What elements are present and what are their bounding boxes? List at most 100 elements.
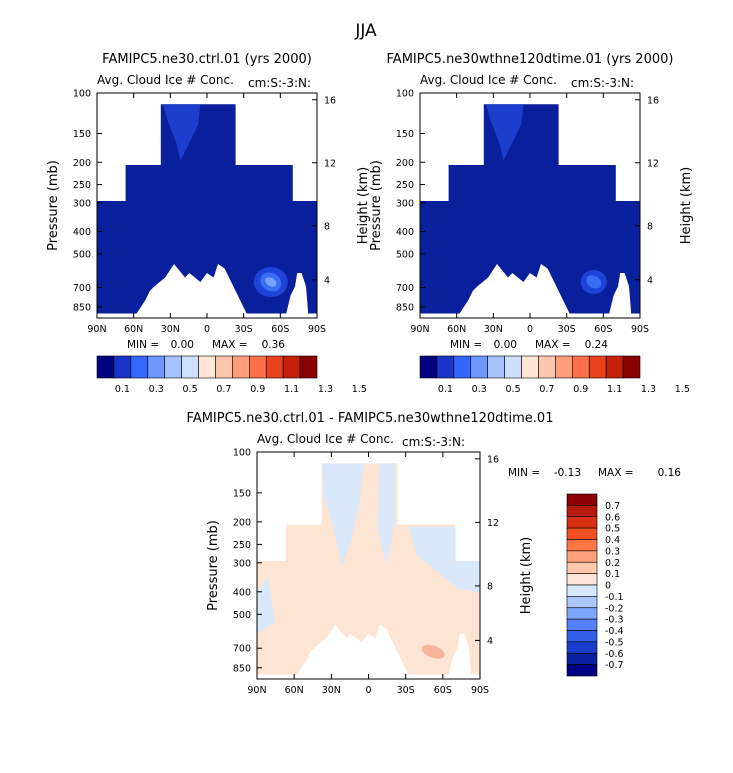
colorbar-box [147, 355, 165, 379]
colorbar-box [566, 493, 598, 506]
colorbar-label: 0.6 [605, 512, 620, 523]
y-axis-label: Pressure (mb) [206, 520, 221, 611]
y2-tick-label: 8 [647, 221, 653, 232]
colorbar-label: 0.1 [438, 384, 453, 395]
stats-max-label: MAX = [212, 339, 248, 351]
y2-tick-label: 16 [487, 454, 499, 465]
x-tick-label: 60N [124, 324, 143, 335]
y-tick-label: 100 [233, 448, 251, 459]
colorbar-label: 0.5 [183, 384, 198, 395]
x-tick-label: 0 [527, 324, 533, 335]
stats-max-label: MAX = [535, 339, 571, 351]
colorbar-box [566, 652, 598, 665]
y2-tick-label: 12 [324, 158, 336, 169]
colorbar-label: 0.1 [605, 569, 620, 580]
x-tick-label: 30N [161, 324, 180, 335]
colorbar-box [521, 355, 539, 379]
colorbar-box [566, 641, 598, 654]
colorbar-label: 0.5 [506, 384, 521, 395]
y2-tick-label: 8 [487, 581, 493, 592]
y-tick-label: 100 [73, 89, 91, 100]
colorbar-box [572, 355, 590, 379]
y-tick-label: 700 [233, 644, 251, 655]
colorbar-label: -0.3 [605, 615, 624, 626]
colorbar-box [566, 618, 598, 631]
x-tick-label: 90N [410, 324, 429, 335]
x-tick-label: 30N [322, 685, 341, 696]
colorbar-box [566, 630, 598, 643]
x-tick-label: 30N [484, 324, 503, 335]
panel-title: FAMIPC5.ne30.ctrl.01 (yrs 2000) [102, 52, 312, 67]
colorbar-label: 1.5 [352, 384, 367, 395]
colorbar-label: 0.3 [472, 384, 487, 395]
colorbar-box [453, 355, 472, 379]
colorbar-box [504, 355, 522, 379]
y-tick-label: 400 [73, 227, 91, 238]
colorbar-label: 1.1 [284, 384, 299, 395]
x-tick-label: 60S [434, 685, 452, 696]
y2-tick-label: 16 [324, 95, 336, 106]
field-upper-plume [163, 104, 201, 161]
field-upper-plume [486, 104, 524, 161]
colorbar-box [566, 527, 598, 540]
field-region [420, 104, 640, 314]
colorbar-box [249, 355, 267, 379]
y-tick-label: 200 [233, 517, 251, 528]
colorbar-box [470, 355, 488, 379]
x-tick-label: 90S [631, 324, 649, 335]
field-region [97, 104, 317, 314]
colorbar-box [130, 355, 149, 379]
panel-subtitle: Avg. Cloud Ice # Conc. [97, 73, 234, 87]
colorbar-label: -0.4 [605, 626, 624, 637]
x-tick-label: 0 [204, 324, 210, 335]
stats-max-label: MAX = [598, 467, 634, 479]
x-tick-label: 90N [87, 324, 106, 335]
y-tick-label: 250 [73, 180, 91, 191]
x-tick-label: 90S [308, 324, 326, 335]
y-tick-label: 300 [233, 558, 251, 569]
colorbar-box [566, 573, 598, 586]
colorbar-box [555, 355, 573, 379]
field-negative-zone-1 [321, 463, 365, 566]
x-tick-label: 30S [558, 324, 576, 335]
colorbar-box [566, 664, 598, 677]
stats-max-value: 0.24 [585, 339, 609, 351]
y-tick-label: 500 [233, 610, 251, 621]
field-negative-zone-3 [408, 526, 480, 593]
x-tick-label: 60N [447, 324, 466, 335]
colorbar-label: 0.2 [605, 558, 620, 569]
field-region [257, 463, 480, 675]
colorbar-box [566, 516, 598, 529]
colorbar-box [181, 355, 199, 379]
page-title: JJA [354, 21, 377, 41]
y-tick-label: 850 [396, 302, 414, 313]
y-tick-label: 400 [233, 587, 251, 598]
y-tick-label: 200 [73, 158, 91, 169]
colorbar-box [566, 584, 598, 597]
colorbar-label: 0.7 [605, 501, 620, 512]
colorbar-label: 1.3 [318, 384, 333, 395]
colorbar: 0.1 0.3 0.5 0.7 0.9 1.1 1.3 1.5 [96, 355, 367, 395]
y2-tick-label: 12 [647, 158, 659, 169]
stats-min-label: MIN = [508, 467, 540, 479]
colorbar-label: 0.4 [605, 535, 620, 546]
y-tick-label: 500 [73, 249, 91, 260]
colorbar-label: -0.2 [605, 603, 624, 614]
y-tick-label: 250 [233, 540, 251, 551]
colorbar-box [538, 355, 556, 379]
colorbar-box [164, 355, 182, 379]
x-tick-label: 60N [285, 685, 304, 696]
stats-min-value: 0.00 [494, 339, 517, 351]
x-tick-label: 60S [594, 324, 612, 335]
y-tick-label: 400 [396, 227, 414, 238]
y-tick-label: 300 [73, 198, 91, 209]
colorbar-box [419, 355, 438, 379]
y2-tick-label: 12 [487, 518, 499, 529]
colorbar-box [566, 607, 598, 620]
field-positive-max [421, 644, 445, 659]
y-tick-label: 150 [233, 488, 251, 499]
colorbar-label: 0 [605, 581, 611, 592]
colorbar-box [487, 355, 505, 379]
panel-units: cm:S:-3:N: [571, 76, 634, 90]
